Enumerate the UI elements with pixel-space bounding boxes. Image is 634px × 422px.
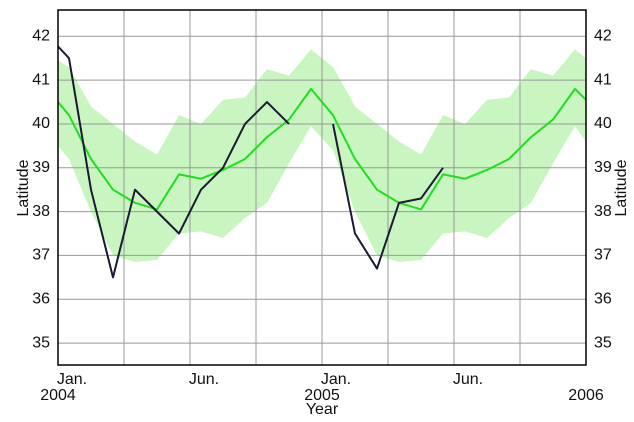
series-line [57,87,587,211]
x-tick-label: Jan. [57,371,87,388]
x-year-label: 2005 [304,387,340,404]
y2-tick-label: 37 [594,247,612,264]
x-year-label: 2006 [568,387,604,404]
y-tick-label: 42 [32,28,50,45]
plot-frame [57,9,587,366]
x-tick-label: Jun. [453,371,483,388]
y2-tick-label: 36 [594,290,612,307]
y-tick-label: 39 [32,159,50,176]
y-tick-label: 38 [32,203,50,220]
x-tick-label: Jun. [189,371,219,388]
y2-axis-label: Latitude [613,159,630,216]
y-tick-label: 35 [32,334,50,351]
x-year-label: 2004 [40,387,76,404]
y2-tick-label: 39 [594,159,612,176]
y-tick-label: 41 [32,71,50,88]
y2-tick-label: 42 [594,28,612,45]
y-tick-label: 36 [32,290,50,307]
series-line [57,45,444,279]
y2-tick-label: 41 [594,71,612,88]
y2-tick-label: 35 [594,334,612,351]
x-axis-label: Year [306,401,339,418]
y-tick-label: 37 [32,247,50,264]
y2-tick-label: 38 [594,203,612,220]
y2-tick-label: 40 [594,115,612,132]
x-tick-label: Jan. [321,371,351,388]
y-tick-label: 40 [32,115,50,132]
y-axis-label: Latitude [15,159,32,216]
